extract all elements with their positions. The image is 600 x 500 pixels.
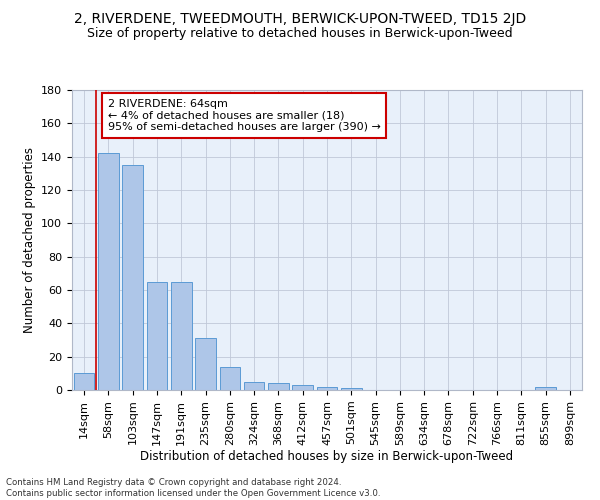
- Bar: [220, 366, 240, 390]
- Text: Contains HM Land Registry data © Crown copyright and database right 2024.
Contai: Contains HM Land Registry data © Crown c…: [6, 478, 380, 498]
- Bar: [98, 154, 119, 390]
- Bar: [74, 374, 94, 390]
- Bar: [244, 382, 265, 390]
- Text: Size of property relative to detached houses in Berwick-upon-Tweed: Size of property relative to detached ho…: [87, 28, 513, 40]
- Bar: [317, 386, 337, 390]
- Bar: [146, 282, 167, 390]
- Text: 2, RIVERDENE, TWEEDMOUTH, BERWICK-UPON-TWEED, TD15 2JD: 2, RIVERDENE, TWEEDMOUTH, BERWICK-UPON-T…: [74, 12, 526, 26]
- X-axis label: Distribution of detached houses by size in Berwick-upon-Tweed: Distribution of detached houses by size …: [140, 450, 514, 464]
- Bar: [292, 385, 313, 390]
- Bar: [268, 384, 289, 390]
- Bar: [535, 386, 556, 390]
- Bar: [195, 338, 216, 390]
- Text: 2 RIVERDENE: 64sqm
← 4% of detached houses are smaller (18)
95% of semi-detached: 2 RIVERDENE: 64sqm ← 4% of detached hous…: [108, 99, 380, 132]
- Bar: [122, 165, 143, 390]
- Bar: [171, 282, 191, 390]
- Y-axis label: Number of detached properties: Number of detached properties: [23, 147, 35, 333]
- Bar: [341, 388, 362, 390]
